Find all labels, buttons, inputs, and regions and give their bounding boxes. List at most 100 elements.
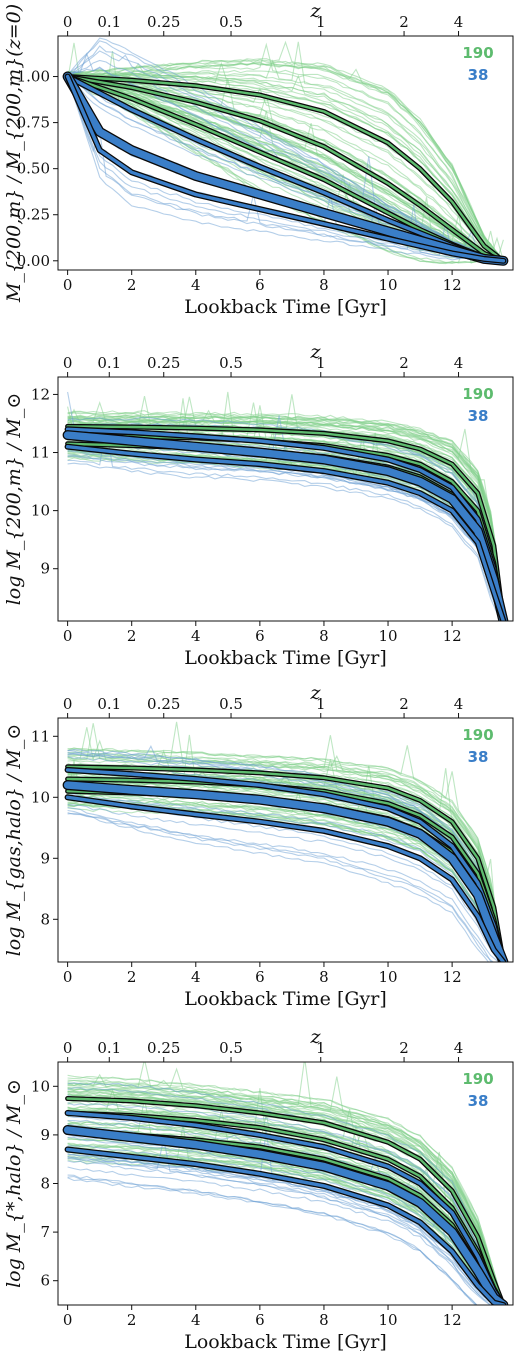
top-tick-label: 4 — [454, 354, 464, 372]
plot-area — [62, 721, 509, 962]
x-tick-label: 6 — [255, 1311, 265, 1329]
green-track-line — [67, 1076, 504, 1305]
top-tick-label: 0.5 — [219, 1039, 243, 1057]
x-axis-label: Lookback Time [Gyr] — [184, 1331, 387, 1351]
blue-track-line — [67, 749, 504, 962]
top-axis-label: z — [309, 682, 321, 704]
green-track-line — [67, 1093, 504, 1305]
x-tick-label: 12 — [443, 1311, 462, 1329]
legend-label-190: 190 — [462, 385, 493, 403]
top-tick-label: 0 — [63, 695, 73, 713]
y-tick-label: 12 — [31, 385, 50, 403]
green-median-line — [66, 75, 505, 262]
y-tick-label: 0.25 — [17, 206, 50, 224]
top-tick-label: 1 — [316, 354, 326, 372]
x-tick-label: 0 — [63, 968, 73, 986]
blue-track-line — [67, 806, 494, 962]
green-upper-line — [66, 75, 505, 262]
blue-track-line — [67, 793, 504, 962]
top-tick-label: 4 — [454, 1039, 464, 1057]
top-tick-label: 0.5 — [219, 354, 243, 372]
blue-track-line — [67, 1082, 504, 1305]
x-tick-label: 12 — [443, 627, 462, 645]
top-tick-label: 0 — [63, 354, 73, 372]
blue-track-line — [67, 74, 504, 262]
green-track-line — [67, 1127, 504, 1305]
green-track-line — [67, 798, 504, 962]
green-track-line — [67, 69, 504, 262]
top-tick-label: 0.25 — [147, 1039, 180, 1057]
green-track-line — [67, 71, 504, 261]
blue-track-line — [67, 455, 504, 621]
blue-track-line — [67, 804, 503, 962]
legend-label-38: 38 — [468, 407, 489, 425]
x-tick-label: 4 — [191, 276, 201, 294]
y-tick-label: 9 — [40, 1126, 50, 1144]
blue-track-line — [67, 1138, 504, 1305]
top-tick-label: 0.1 — [97, 1039, 121, 1057]
x-tick-label: 6 — [255, 627, 265, 645]
x-tick-label: 10 — [378, 1311, 397, 1329]
blue-track-line — [67, 59, 504, 262]
x-tick-label: 0 — [63, 276, 73, 294]
blue-median-line — [63, 781, 508, 962]
plot-area — [62, 1062, 509, 1305]
plot-frame — [57, 376, 514, 622]
green-track-line — [67, 420, 504, 621]
top-tick-label: 0.5 — [219, 13, 243, 31]
blue-track-line — [67, 812, 490, 962]
legend-label-190: 190 — [462, 1070, 493, 1088]
blue-track-line — [67, 1145, 504, 1305]
green-upper-line — [66, 765, 505, 962]
top-tick-label: 1 — [316, 13, 326, 31]
blue-lower-line — [65, 74, 506, 263]
legend-label-38: 38 — [468, 66, 489, 84]
x-tick-label: 2 — [127, 276, 137, 294]
x-tick-label: 8 — [319, 968, 329, 986]
top-tick-label: 0.5 — [219, 695, 243, 713]
x-tick-label: 8 — [319, 627, 329, 645]
top-tick-label: 0 — [63, 13, 73, 31]
green-track-line — [67, 417, 504, 621]
top-axis-label: z — [309, 341, 321, 363]
x-tick-label: 0 — [63, 627, 73, 645]
top-tick-label: 2 — [399, 695, 409, 713]
x-axis-label: Lookback Time [Gyr] — [184, 988, 387, 1010]
top-tick-label: 0.25 — [147, 13, 180, 31]
blue-track-line — [67, 793, 504, 962]
top-tick-label: 4 — [454, 13, 464, 31]
x-tick-label: 12 — [443, 276, 462, 294]
plot-frame — [57, 35, 514, 271]
top-tick-label: 1 — [316, 695, 326, 713]
blue-track-line — [67, 78, 504, 263]
blue-track-line — [67, 74, 504, 261]
x-tick-label: 10 — [378, 276, 397, 294]
x-tick-label: 2 — [127, 627, 137, 645]
green-track-line — [67, 1124, 504, 1305]
green-track-line — [67, 1090, 504, 1305]
x-tick-label: 12 — [443, 968, 462, 986]
blue-track-line — [67, 462, 504, 621]
blue-track-line — [67, 812, 504, 962]
plot-area — [62, 37, 509, 266]
green-track-line — [67, 74, 504, 262]
green-upper-line — [66, 1097, 505, 1305]
legend-label-190: 190 — [462, 726, 493, 744]
y-tick-label: 8 — [40, 1175, 50, 1193]
blue-track-line — [67, 37, 504, 262]
plot-frame — [57, 717, 514, 963]
x-tick-label: 10 — [378, 627, 397, 645]
x-tick-label: 4 — [191, 968, 201, 986]
y-axis-label: log M_{200,m} / M_⊙ — [3, 393, 25, 606]
green-track-line — [67, 411, 504, 621]
top-tick-label: 2 — [399, 13, 409, 31]
y-tick-label: 9 — [40, 560, 50, 578]
green-track-line — [67, 1086, 504, 1305]
x-tick-label: 8 — [319, 1311, 329, 1329]
y-axis-label: log M_{gas,halo} / M_⊙ — [3, 724, 25, 957]
top-tick-label: 0.1 — [97, 695, 121, 713]
blue-track-line — [67, 1156, 504, 1305]
